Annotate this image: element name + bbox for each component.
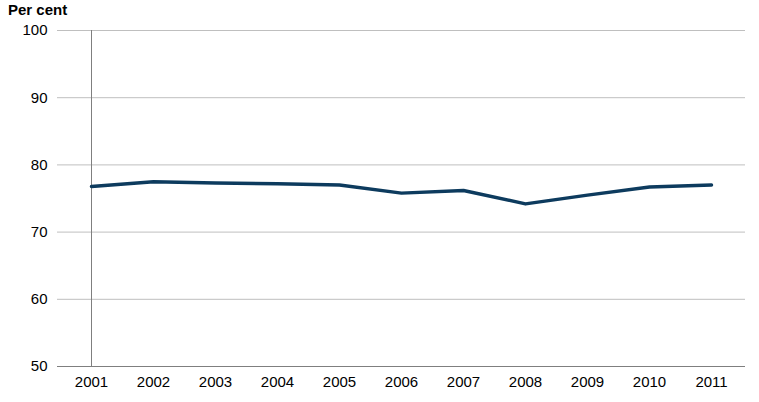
svg-text:60: 60: [31, 290, 48, 307]
svg-text:2001: 2001: [75, 373, 108, 390]
svg-text:2010: 2010: [633, 373, 666, 390]
svg-text:80: 80: [31, 156, 48, 173]
svg-text:90: 90: [31, 89, 48, 106]
svg-text:2003: 2003: [199, 373, 232, 390]
svg-text:2011: 2011: [695, 373, 727, 390]
svg-text:100: 100: [22, 21, 47, 38]
svg-text:2007: 2007: [447, 373, 480, 390]
svg-text:2008: 2008: [509, 373, 542, 390]
svg-text:50: 50: [31, 357, 48, 374]
svg-text:2005: 2005: [323, 373, 356, 390]
svg-text:70: 70: [31, 223, 48, 240]
html-text:Per cent: Per cent: [8, 1, 68, 18]
svg-text:2006: 2006: [385, 373, 418, 390]
svg-text:2002: 2002: [137, 373, 170, 390]
svg-text:2004: 2004: [261, 373, 294, 390]
svg-text:2009: 2009: [571, 373, 604, 390]
